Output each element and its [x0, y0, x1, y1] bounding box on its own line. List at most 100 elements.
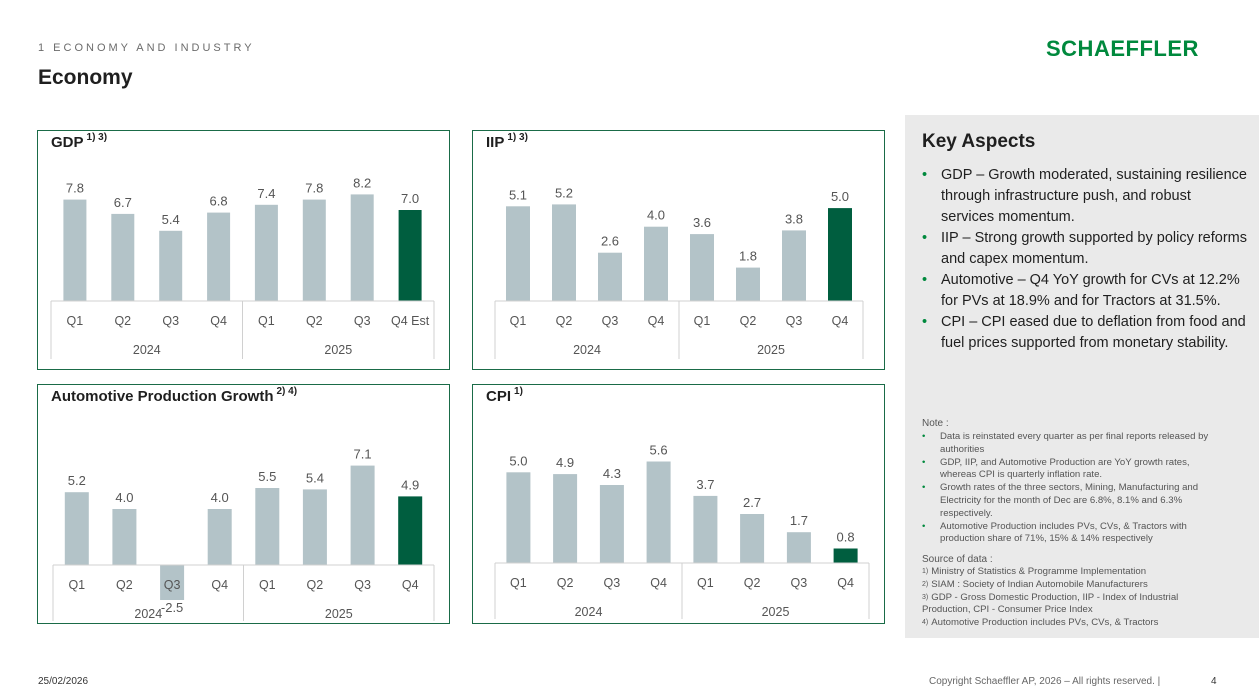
gdp-category-label: Q1: [258, 314, 275, 328]
iip-data-label: 2.6: [601, 234, 619, 249]
gdp-data-label: 7.4: [257, 186, 275, 201]
gdp-chart-panel: GDP 1) 3) 7.8 Q1 6.7 Q2 5.4 Q3 6.8 Q4 7.4 Q1 7.8 Q2 8…: [37, 130, 450, 370]
cpi-chart-title: CPI 1): [486, 386, 523, 405]
iip-category-label: Q4: [648, 314, 665, 328]
note-text: Data is reinstated every quarter as per …: [940, 431, 1209, 455]
iip-category-label: Q2: [556, 314, 573, 328]
bullet-icon: •: [922, 520, 926, 532]
cpi-category-label: Q2: [557, 576, 574, 590]
note-item: • GDP, IIP, and Automotive Production are…: [922, 457, 1222, 483]
gdp-category-label: Q3: [354, 314, 371, 328]
source-item: 2) SIAM : Society of Indian Automobile Ma…: [922, 579, 1222, 592]
note-text: Automotive Production includes PVs, CVs,…: [940, 520, 1187, 545]
cpi-chart: 5.0 Q1 4.9 Q2 4.3 Q3 5.6 Q4 3.7 Q1 2.7 Q2 1.7 Q3 0.8 Q4…: [494, 443, 870, 619]
iip-category-label: Q3: [786, 314, 803, 328]
cpi-bar: [646, 461, 671, 563]
gdp-group-label: 2024: [133, 343, 161, 357]
source-item: 3) GDP - Gross Domestic Production, IIP -…: [922, 592, 1222, 618]
source-title: Source of data :: [922, 554, 993, 565]
iip-bar: [598, 252, 622, 301]
gdp-category-label: Q2: [306, 314, 323, 328]
gdp-bar: [159, 230, 183, 301]
automotive-chart-panel: Automotive Production Growth 2) 4) 5.2 Q1 4…: [37, 384, 450, 624]
auto-category-label: Q4: [211, 578, 228, 592]
cpi-bar: [693, 495, 718, 563]
cpi-data-label: 5.6: [650, 443, 668, 458]
footer-copyright: Copyright Schaeffler AP, 2026 – All righ…: [929, 676, 1161, 687]
cpi-group-label: 2024: [575, 605, 603, 619]
source-text: GDP - Gross Domestic Production, IIP - I…: [922, 591, 1179, 616]
auto-data-label: 4.0: [211, 490, 229, 505]
auto-bar: [207, 509, 232, 565]
gdp-category-label: Q1: [67, 314, 84, 328]
gdp-bar: [350, 194, 374, 301]
auto-category-label: Q1: [259, 578, 276, 592]
auto-data-label: 7.1: [354, 447, 372, 462]
page-title: Economy: [38, 66, 133, 89]
gdp-group-label: 2025: [324, 343, 352, 357]
iip-category-label: Q1: [510, 314, 527, 328]
gdp-data-label: 8.2: [353, 175, 371, 190]
auto-group-label: 2024: [134, 607, 162, 621]
gdp-title-footnote: 1) 3): [86, 132, 108, 143]
auto-bar: [302, 489, 327, 565]
iip-title-footnote: 1) 3): [507, 132, 528, 143]
gdp-bar: [111, 213, 135, 301]
cpi-data-label: 4.3: [603, 466, 621, 481]
gdp-category-label: Q4 Est: [391, 314, 430, 328]
page-number: 4: [1211, 676, 1217, 687]
cpi-chart-panel: CPI 1) 5.0 Q1 4.9 Q2 4.3 Q3 5.6 Q4 3.7 Q1 2.7 Q2 1.7 Q…: [472, 384, 885, 624]
iip-category-label: Q4: [832, 314, 849, 328]
source-text: Automotive Production includes PVs, CVs,…: [931, 617, 1159, 629]
auto-bar: [112, 509, 137, 565]
cpi-data-label: 1.7: [790, 513, 808, 528]
cpi-group-label: 2025: [762, 605, 790, 619]
iip-category-label: Q3: [602, 314, 619, 328]
gdp-chart-title: GDP 1) 3): [51, 132, 108, 151]
auto-group-label: 2025: [325, 607, 353, 621]
iip-data-label: 1.8: [739, 249, 757, 264]
note-text: GDP, IIP, and Automotive Production are …: [940, 456, 1190, 481]
section-label: 1 ECONOMY AND INDUSTRY: [38, 42, 255, 54]
cpi-data-label: 2.7: [743, 495, 761, 510]
key-aspect-text: Automotive – Q4 YoY growth for CVs at 12…: [941, 272, 1240, 309]
iip-chart-title: IIP 1) 3): [486, 132, 528, 151]
cpi-category-label: Q1: [510, 576, 527, 590]
auto-category-label: Q2: [116, 578, 133, 592]
iip-bar: [782, 230, 806, 301]
cpi-data-label: 0.8: [837, 530, 855, 545]
cpi-title-footnote: 1): [514, 386, 523, 397]
gdp-bar: [302, 199, 326, 301]
iip-bar: [828, 208, 852, 301]
auto-data-label: 5.2: [68, 473, 86, 488]
auto-bar: [350, 465, 375, 565]
cpi-category-label: Q2: [744, 576, 761, 590]
iip-data-label: 3.8: [785, 211, 803, 226]
iip-chart-panel: IIP 1) 3) 5.1 Q1 5.2 Q2 2.6 Q3 4.0 Q4 3.6 Q1 1.8 Q2 3…: [472, 130, 885, 370]
gdp-category-label: Q2: [114, 314, 131, 328]
note-text: Growth rates of the three sectors, Minin…: [940, 482, 1199, 519]
auto-category-label: Q1: [68, 578, 85, 592]
automotive-title-text: Automotive Production Growth: [51, 388, 274, 405]
cpi-title-text: CPI: [486, 388, 512, 405]
key-aspect-item: • CPI – CPI eased due to deflation from f…: [922, 312, 1247, 354]
source-footnote: 3): [922, 593, 929, 601]
cpi-category-label: Q3: [791, 576, 808, 590]
automotive-chart-title: Automotive Production Growth 2) 4): [51, 386, 298, 405]
iip-group-label: 2025: [757, 343, 785, 357]
bullet-icon: •: [922, 167, 928, 183]
iip-category-label: Q2: [740, 314, 757, 328]
cpi-data-label: 4.9: [556, 455, 574, 470]
note-list: • Data is reinstated every quarter as per…: [922, 431, 1222, 546]
key-aspects-title: Key Aspects: [922, 131, 1036, 152]
cpi-data-label: 5.0: [509, 453, 527, 468]
source-footnote: 1): [922, 568, 929, 575]
source-item: 1) Ministry of Statistics & Programme Imp…: [922, 566, 1222, 579]
automotive-title-footnote: 2) 4): [276, 386, 298, 397]
iip-data-label: 3.6: [693, 215, 711, 230]
cpi-category-label: Q1: [697, 576, 714, 590]
auto-data-label: 5.5: [258, 469, 276, 484]
bullet-icon: •: [922, 456, 926, 468]
source-list: 1) Ministry of Statistics & Programme Imp…: [922, 566, 1222, 630]
auto-category-label: Q3: [354, 578, 371, 592]
